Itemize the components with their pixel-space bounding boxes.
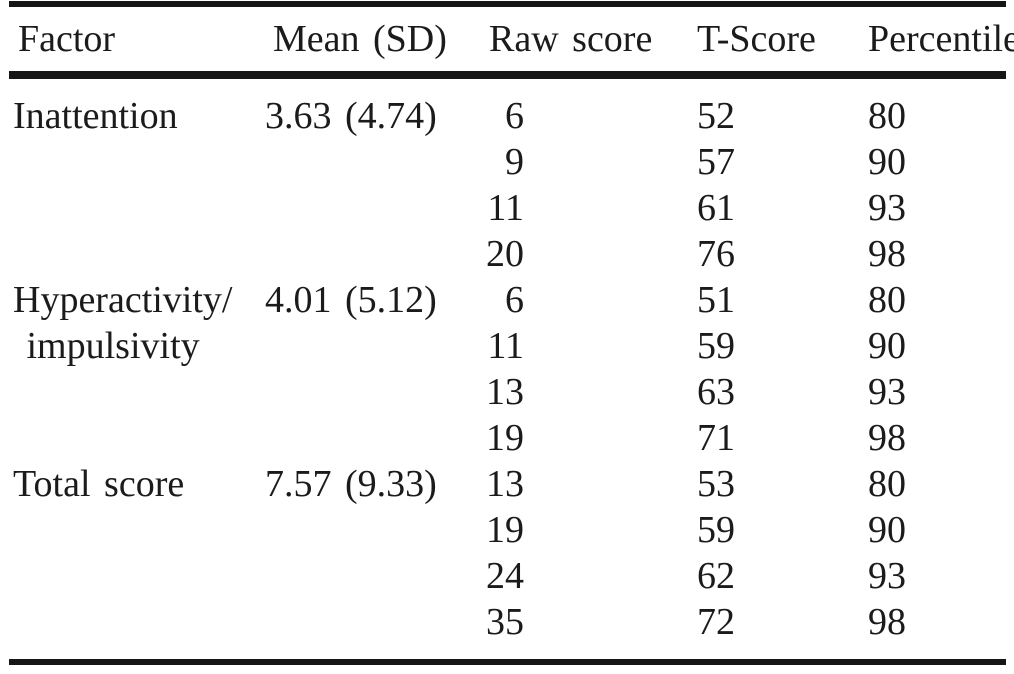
mean-sd-cell: 4.01 (5.12) — [265, 279, 437, 321]
raw-score-cell: 6 — [505, 95, 524, 137]
t-score-cell: 53 — [697, 463, 735, 505]
table-row: 11 61 93 — [9, 185, 1006, 231]
percentile-cell: 80 — [868, 463, 906, 505]
table-row: 35 72 98 — [9, 599, 1006, 662]
col-header-raw-score: Raw score — [489, 18, 653, 60]
percentile-cell: 90 — [868, 325, 906, 367]
raw-score-cell: 19 — [486, 509, 524, 551]
percentile-cell: 93 — [868, 187, 906, 229]
percentile-cell: 90 — [868, 509, 906, 551]
t-score-cell: 72 — [697, 601, 735, 643]
t-score-cell: 59 — [697, 509, 735, 551]
table-row: 20 76 98 — [9, 231, 1006, 277]
factor-cell: Total score — [13, 463, 185, 505]
t-score-cell: 76 — [697, 233, 735, 275]
raw-score-cell: 35 — [486, 601, 524, 643]
raw-score-cell: 11 — [487, 187, 524, 229]
col-header-percentile: Percentile — [868, 18, 1014, 60]
t-score-cell: 59 — [697, 325, 735, 367]
norms-table-wrap: Factor Mean (SD) Raw score T-Score Perce… — [9, 1, 1014, 665]
mean-sd-cell: 3.63 (4.74) — [265, 95, 437, 137]
table-header: Factor Mean (SD) Raw score T-Score Perce… — [9, 4, 1014, 75]
percentile-cell: 90 — [868, 141, 906, 183]
raw-score-cell: 19 — [486, 417, 524, 459]
t-score-cell: 52 — [697, 95, 735, 137]
table-row: 9 57 90 — [9, 139, 1006, 185]
col-header-factor: Factor — [18, 18, 116, 60]
factor-cell: Inattention — [13, 95, 178, 137]
t-score-cell: 63 — [697, 371, 735, 413]
percentile-cell: 80 — [868, 95, 906, 137]
raw-score-cell: 13 — [486, 463, 524, 505]
col-header-mean-sd: Mean (SD) — [273, 18, 447, 60]
table-row: 13 63 93 — [9, 369, 1006, 415]
table-row: 19 59 90 — [9, 507, 1006, 553]
raw-score-cell: 24 — [486, 555, 524, 597]
table-row: Hyperactivity/ impulsivity 4.01 (5.12) 6… — [9, 277, 1006, 367]
t-score-cell: 61 — [697, 187, 735, 229]
raw-score-cell: 6 — [505, 279, 524, 321]
percentile-cell: 80 — [868, 279, 906, 321]
percentile-cell: 93 — [868, 555, 906, 597]
table-row: Total score 7.57 (9.33) 13 53 80 — [9, 461, 1006, 507]
t-score-cell: 62 — [697, 555, 735, 597]
percentile-cell: 93 — [868, 371, 906, 413]
table-row: 11 59 90 — [9, 323, 1006, 369]
percentile-cell: 98 — [868, 417, 906, 459]
table-body: Inattention 3.63 (4.74) 6 52 80 9 57 90 … — [9, 75, 1006, 662]
raw-score-cell: 11 — [487, 325, 524, 367]
raw-score-cell: 13 — [486, 371, 524, 413]
table-row: 19 71 98 — [9, 415, 1006, 461]
mean-sd-cell: 7.57 (9.33) — [265, 463, 437, 505]
factor-cell: Hyperactivity/ impulsivity — [13, 279, 233, 367]
norms-table: Factor Mean (SD) Raw score T-Score Perce… — [9, 1, 1014, 665]
t-score-cell: 57 — [697, 141, 735, 183]
percentile-cell: 98 — [868, 233, 906, 275]
raw-score-cell: 20 — [486, 233, 524, 275]
percentile-cell: 98 — [868, 601, 906, 643]
col-header-t-score: T-Score — [697, 18, 816, 60]
header-row: Factor Mean (SD) Raw score T-Score Perce… — [9, 4, 1014, 75]
table-row: Inattention 3.63 (4.74) 6 52 80 — [9, 75, 1006, 139]
raw-score-cell: 9 — [505, 141, 524, 183]
t-score-cell: 51 — [697, 279, 735, 321]
t-score-cell: 71 — [697, 417, 735, 459]
table-row: 24 62 93 — [9, 553, 1006, 599]
